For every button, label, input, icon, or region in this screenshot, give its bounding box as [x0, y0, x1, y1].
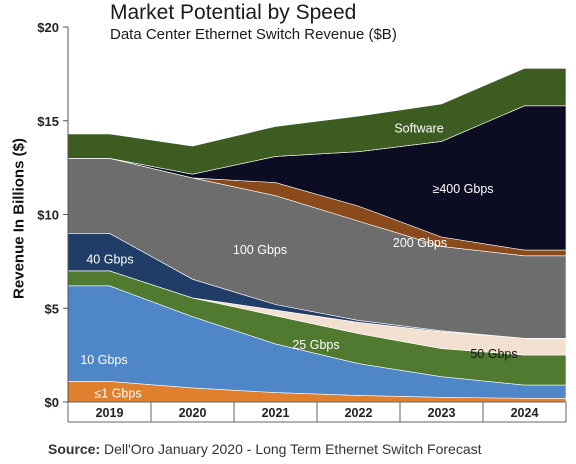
source-label: Source:	[48, 441, 101, 457]
label-50-gbps: 50 Gbps	[470, 347, 517, 361]
x-tick-label: 2024	[511, 406, 539, 420]
label-100-gbps: 100 Gbps	[233, 243, 287, 257]
y-tick-label: $15	[37, 114, 59, 129]
label-10-gbps: 10 Gbps	[80, 353, 127, 367]
source-note: Source: Dell'Oro January 2020 - Long Ter…	[48, 441, 482, 457]
source-text: Dell'Oro January 2020 - Long Term Ethern…	[104, 441, 482, 457]
series-labels: ≤1 Gbps 10 Gbps 25 Gbps 50 Gbps 40 Gbps 100 G…	[80, 121, 517, 400]
label-40-gbps: 40 Gbps	[86, 252, 133, 266]
x-tick-label: 2023	[428, 406, 456, 420]
label-25-gbps: 25 Gbps	[292, 338, 339, 352]
area-software	[67, 68, 567, 175]
y-tick-label: $0	[45, 395, 59, 410]
x-tick-label: 2020	[179, 406, 207, 420]
label-400-gbps: ≥400 Gbps	[432, 182, 493, 196]
label-1-gbps: ≤1 Gbps	[94, 386, 141, 400]
y-tick-label: $20	[37, 20, 59, 35]
label-200-gbps: 200 Gbps	[393, 236, 447, 250]
y-tick-label: $5	[45, 301, 59, 316]
y-tick-label: $10	[37, 208, 59, 223]
x-tick-label: 2021	[262, 406, 290, 420]
chart-title: Market Potential by Speed	[110, 1, 357, 24]
x-tick-label: 2019	[96, 406, 124, 420]
chart-subtitle: Data Center Ethernet Switch Revenue ($B)	[110, 26, 397, 43]
axes: $0 $5 $10 $15 $20 2019 2020 2021 2022 2023 2024	[37, 20, 567, 423]
series-areas	[67, 68, 567, 403]
x-tick-label: 2022	[345, 406, 373, 420]
label-software: Software	[394, 121, 443, 135]
